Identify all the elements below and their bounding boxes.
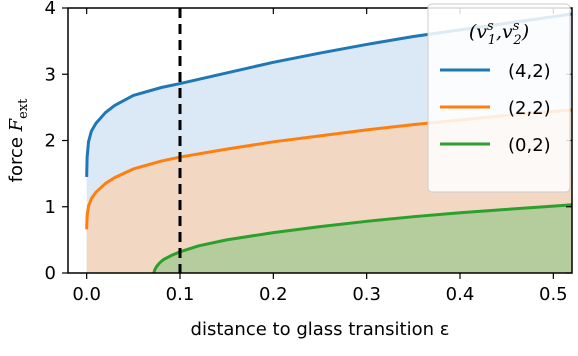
y-axis-label-subscript: ext (16, 98, 31, 119)
series-line-2 (152, 203, 572, 273)
series-fill-2 (153, 204, 572, 273)
x-axis-label: distance to glass transition ε (191, 319, 450, 340)
x-tick-label: 0.1 (166, 284, 195, 305)
legend-label: (0,2) (508, 135, 551, 156)
x-axis: 0.0 0.1 0.2 0.3 0.4 0.5 (72, 8, 568, 305)
y-tick-label: 0 (45, 263, 56, 284)
y-axis: 0 1 2 3 4 (45, 0, 572, 284)
x-tick-label: 0.2 (259, 284, 288, 305)
x-tick-label: 0.4 (446, 284, 475, 305)
y-tick-label: 3 (45, 64, 56, 85)
y-tick-label: 2 (45, 131, 56, 152)
x-tick-label: 0.3 (352, 284, 381, 305)
y-tick-label: 4 (45, 0, 56, 19)
x-tick-label: 0.5 (539, 284, 568, 305)
legend-title: (vs 1,vs 2) (469, 19, 529, 48)
legend-label: (2,2) (508, 98, 551, 119)
y-axis-label: force Fext (6, 98, 31, 183)
x-tick-label: 0.0 (72, 284, 101, 305)
y-tick-label: 1 (45, 197, 56, 218)
y-axis-label-symbol: F (6, 117, 27, 132)
legend-label: (4,2) (508, 61, 551, 82)
y-axis-label-text: force (6, 131, 27, 182)
legend: (vs 1,vs 2) (4,2) (2,2) (0,2) (427, 3, 571, 193)
legend-items: (4,2) (2,2) (0,2) (440, 61, 551, 156)
